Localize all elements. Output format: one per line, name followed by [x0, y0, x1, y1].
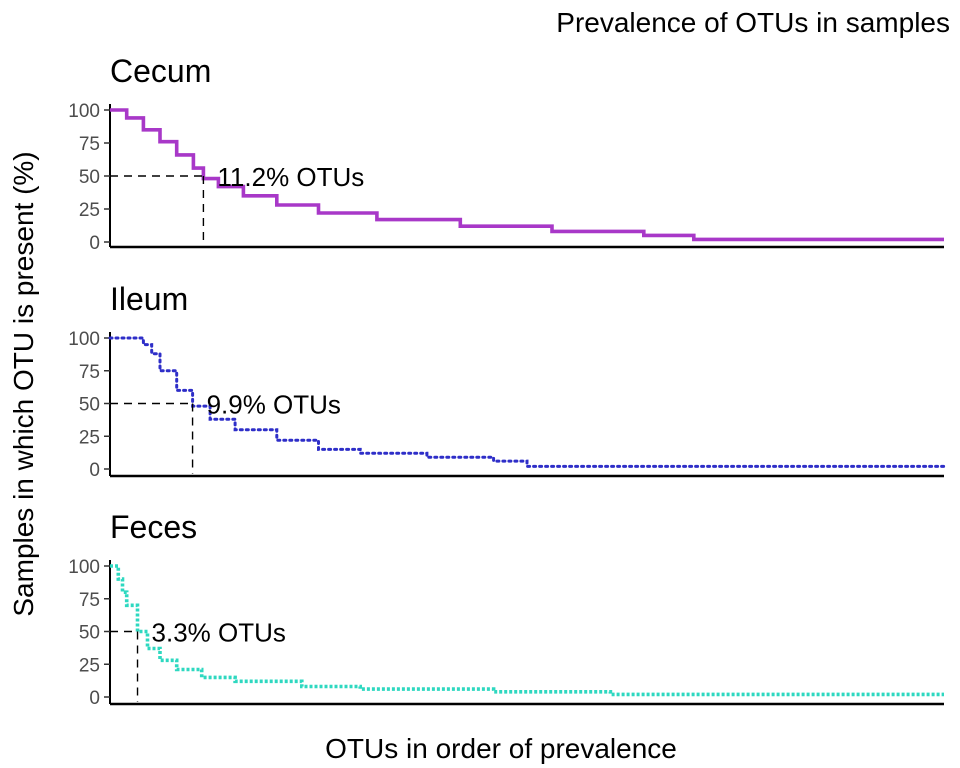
- facet-panels: Cecum 0 25 50 75 100 11.2% OTUs Ileum 0 25 50 75 100…: [68, 53, 946, 709]
- threshold-annotation: 3.3% OTUs: [152, 618, 286, 648]
- series-line-ileum: [108, 336, 946, 468]
- panel-ileum: Ileum 0 25 50 75 100 9.9% OTUs: [68, 281, 946, 481]
- y-tick-label: 100: [68, 101, 100, 122]
- y-tick-label: 75: [79, 134, 100, 155]
- y-tick-label: 100: [68, 557, 100, 578]
- y-tick-label: 0: [89, 688, 100, 709]
- y-tick-label: 100: [68, 329, 100, 350]
- panel-feces: Feces 0 25 50 75 100 3.3% OTUs: [68, 509, 944, 709]
- y-tick-label: 50: [79, 395, 100, 416]
- facet-title: Cecum: [110, 53, 211, 89]
- threshold-annotation: 11.2% OTUs: [217, 162, 364, 192]
- y-axis-title: Samples in which OTU is present (%): [8, 151, 39, 616]
- facet-title: Ileum: [110, 281, 188, 317]
- y-tick-label: 75: [79, 590, 100, 611]
- series-line-cecum: [110, 108, 944, 242]
- y-tick-label: 50: [79, 623, 100, 644]
- series-line-feces: [110, 564, 944, 697]
- y-tick-label: 25: [79, 200, 100, 221]
- panel-cecum: Cecum 0 25 50 75 100 11.2% OTUs: [68, 53, 944, 254]
- y-tick-label: 75: [79, 362, 100, 383]
- y-tick-label: 0: [89, 233, 100, 254]
- y-tick-label: 50: [79, 167, 100, 188]
- y-tick-label: 25: [79, 427, 100, 448]
- chart-title: Prevalence of OTUs in samples: [556, 7, 950, 38]
- y-tick-label: 25: [79, 655, 100, 676]
- facet-title: Feces: [110, 509, 197, 545]
- y-tick-label: 0: [89, 460, 100, 481]
- x-axis-title: OTUs in order of prevalence: [325, 733, 677, 764]
- threshold-annotation: 9.9% OTUs: [207, 390, 341, 420]
